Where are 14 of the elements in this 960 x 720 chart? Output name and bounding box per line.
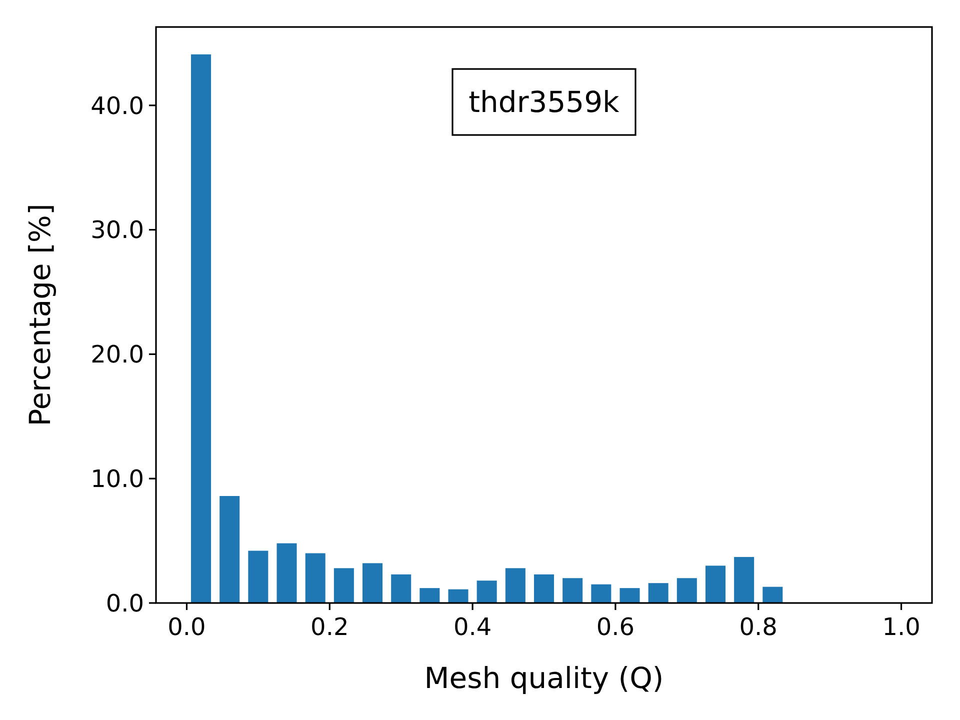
x-tick-label: 0.4 <box>453 613 492 641</box>
x-tick-label: 0.0 <box>168 613 206 641</box>
y-tick-label: 0.0 <box>106 589 144 618</box>
y-tick-label: 40.0 <box>90 92 144 120</box>
y-axis-title: Percentage [%] <box>23 204 57 426</box>
x-tick-label: 0.8 <box>739 613 778 641</box>
y-tick-label: 10.0 <box>90 464 144 493</box>
annotation: thdr3559k <box>468 85 620 120</box>
x-tick-label: 0.6 <box>596 613 635 641</box>
x-tick-label: 1.0 <box>882 613 920 641</box>
x-tick-label: 0.2 <box>310 613 349 641</box>
y-tick-label: 30.0 <box>90 216 144 244</box>
x-axis-title: Mesh quality (Q) <box>424 661 664 695</box>
y-tick-label: 20.0 <box>90 340 144 369</box>
